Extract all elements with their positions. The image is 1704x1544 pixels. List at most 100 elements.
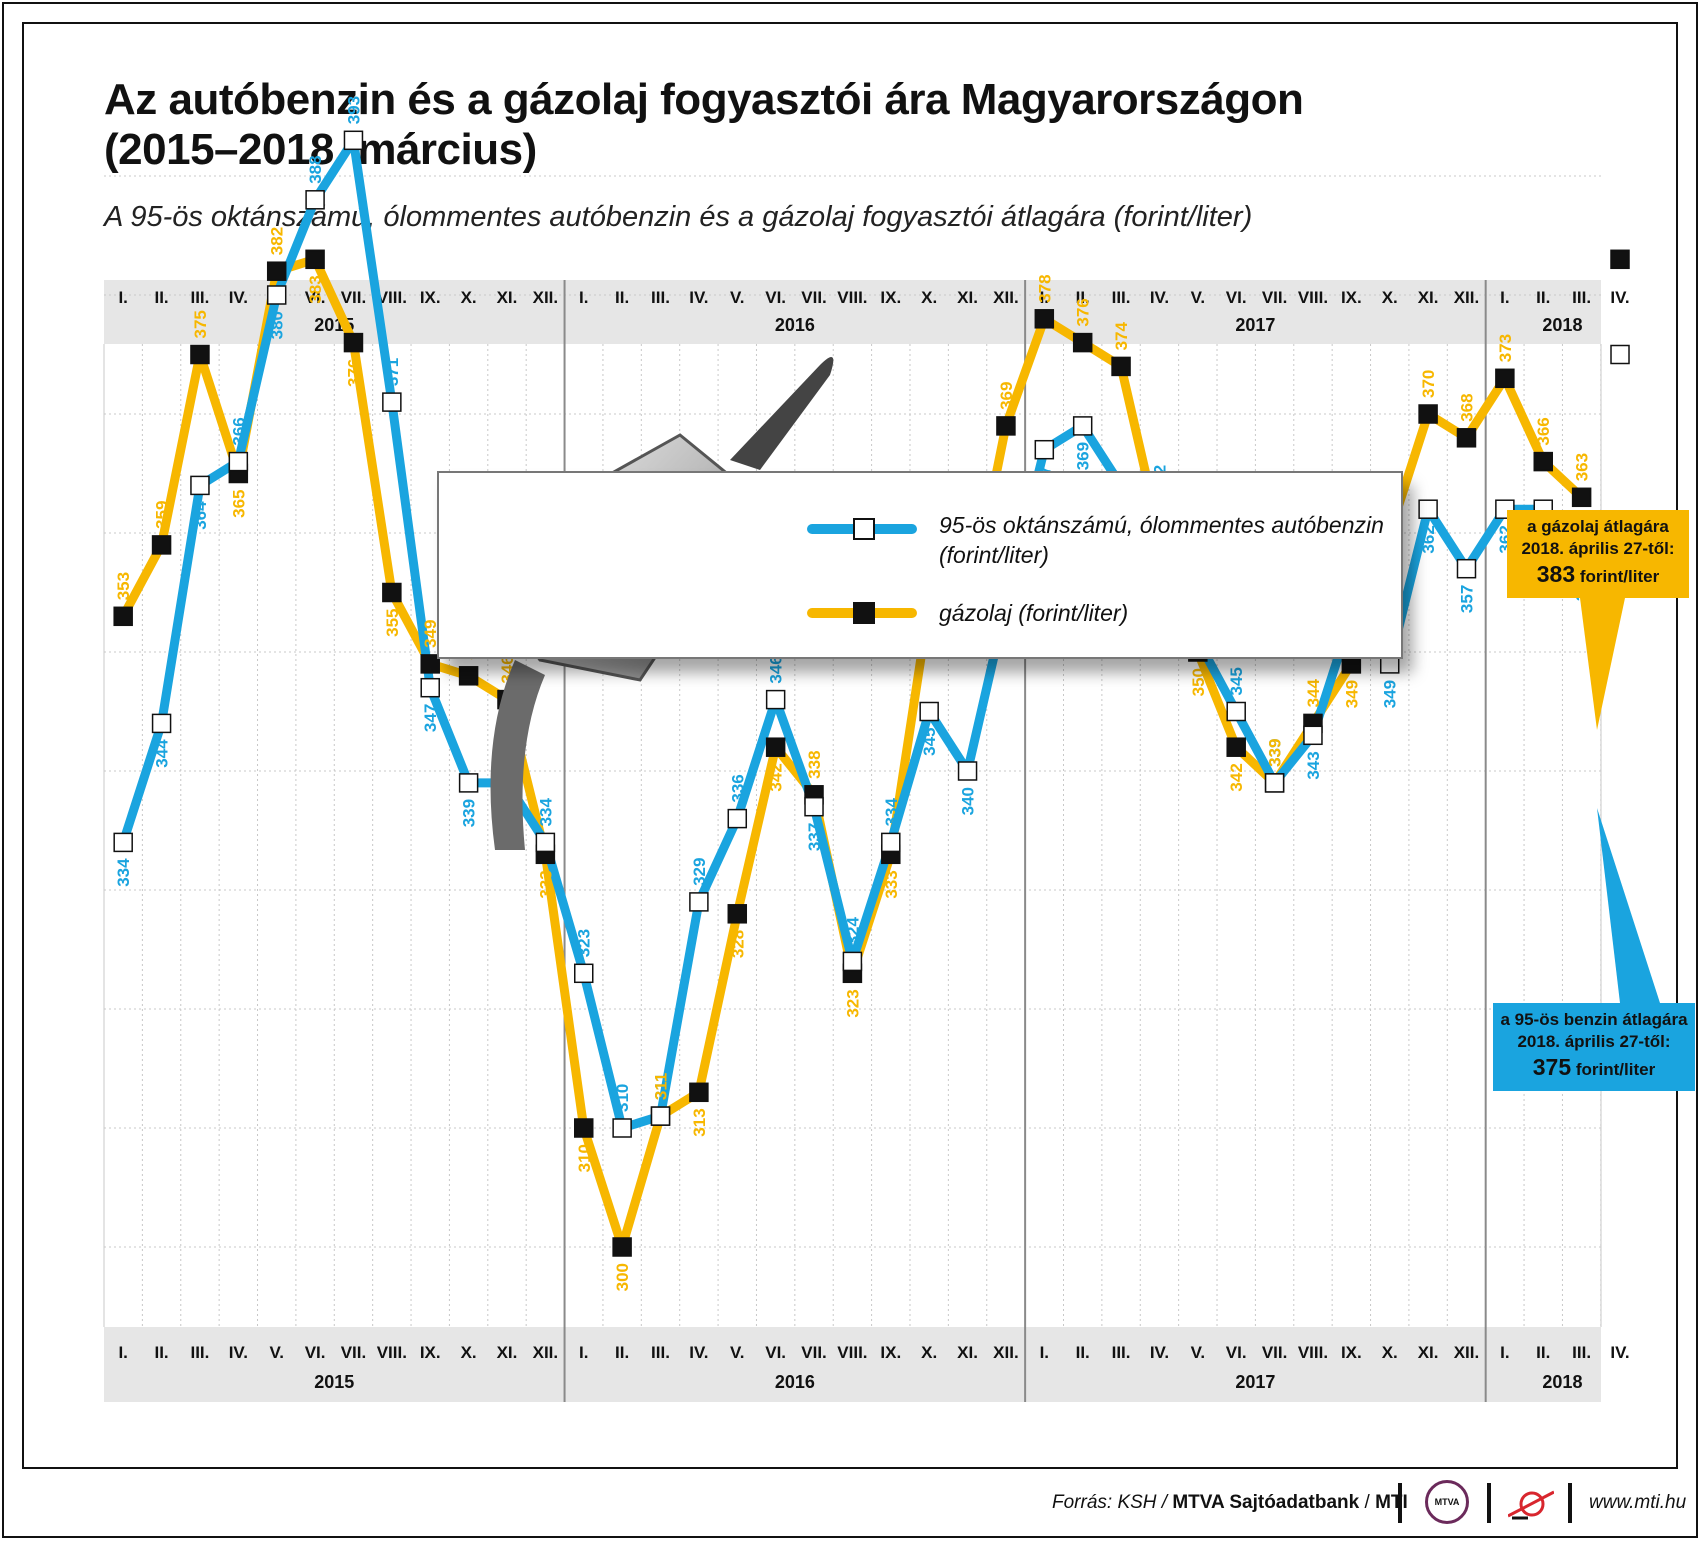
petrol-marker: [266, 285, 287, 305]
legend: 95-ös oktánszámú, ólommentes autóbenzin …: [437, 471, 1403, 659]
month-label-top: II.: [154, 288, 168, 307]
petrol-data-label: 339: [460, 799, 479, 827]
month-label-bottom: X.: [461, 1343, 477, 1362]
diesel-data-label: 378: [1035, 274, 1054, 302]
month-label-bottom: VII.: [801, 1343, 827, 1362]
petrol-data-label: 366: [229, 417, 248, 445]
petrol-data-label: 334: [114, 858, 133, 887]
footer-divider: [1568, 1483, 1572, 1523]
petrol-data-label: 362: [1419, 525, 1438, 553]
month-label-top: III.: [190, 288, 209, 307]
legend-petrol-name: 95-ös oktánszámú, ólommentes autóbenzin: [939, 512, 1384, 538]
petrol-data-label: 329: [690, 858, 709, 886]
month-label-top: X.: [1382, 288, 1398, 307]
petrol-data-label: 324: [843, 916, 862, 945]
petrol-data-label: 388: [306, 155, 325, 183]
petrol-data-label: 380: [268, 311, 287, 339]
petrol-callout-line2: 2018. április 27-től:: [1517, 1032, 1671, 1051]
year-label-bottom: 2016: [775, 1372, 815, 1392]
source-credit: Forrás: KSH / MTVA Sajtóadatbank / MTI: [1052, 1492, 1408, 1514]
diesel-marker: [765, 737, 786, 757]
mti-logo-icon: [1508, 1490, 1554, 1520]
month-label-bottom: IV.: [689, 1343, 708, 1362]
month-label-top: XII.: [1454, 288, 1480, 307]
petrol-data-label: 345: [1227, 667, 1246, 695]
petrol-marker: [382, 392, 402, 412]
month-label-bottom: VI.: [1226, 1343, 1247, 1362]
diesel-data-label: 363: [1573, 453, 1592, 481]
diesel-data-label: 350: [1189, 668, 1208, 696]
month-label-top: XI.: [497, 288, 518, 307]
chart-series: [113, 130, 1630, 1257]
diesel-data-label: 338: [805, 750, 824, 778]
source-separator: /: [1359, 1492, 1376, 1513]
petrol-callout-unit: forint/liter: [1575, 1060, 1656, 1079]
diesel-marker: [1034, 309, 1055, 329]
diesel-marker: [612, 1237, 632, 1257]
month-label-top: VII.: [341, 288, 367, 307]
diesel-callout-value-line: 383 forint/liter: [1507, 560, 1689, 591]
petrol-marker: [1226, 701, 1246, 722]
month-label-bottom: I.: [579, 1343, 588, 1362]
month-label-bottom: III.: [651, 1343, 670, 1362]
inner-frame: [22, 22, 1678, 1469]
month-label-bottom: VII.: [341, 1343, 367, 1362]
diesel-callout-line1: a gázolaj átlagára: [1527, 517, 1669, 536]
diesel-data-label: 311: [652, 1073, 671, 1100]
mtva-logo-icon: MTVA: [1425, 1480, 1469, 1524]
diesel-data-label: 300: [613, 1263, 632, 1291]
petrol-marker: [228, 451, 249, 472]
petrol-marker: [689, 892, 709, 912]
month-label-top: IV.: [229, 288, 248, 307]
month-label-top: V.: [1191, 288, 1206, 307]
petrol-data-label: 345: [920, 728, 939, 756]
chart-grid: [103, 175, 1602, 1402]
month-label-top: VI.: [1226, 288, 1247, 307]
diesel-data-label: 339: [1266, 739, 1285, 767]
petrol-data-label: 340: [959, 787, 978, 815]
month-label-bottom: III.: [190, 1343, 209, 1362]
diesel-marker-april: [1610, 249, 1630, 270]
petrol-data-label: 364: [191, 501, 210, 530]
diesel-data-label: 349: [421, 620, 440, 648]
petrol-marker-april: [1610, 344, 1630, 365]
diesel-data-label: 373: [1496, 334, 1515, 362]
footer-divider: [1398, 1483, 1402, 1523]
diesel-marker: [1111, 356, 1131, 377]
petrol-data-label: 344: [153, 739, 172, 768]
month-label-top: VI.: [305, 288, 326, 307]
diesel-marker: [574, 1118, 594, 1138]
month-label-bottom: VII.: [1262, 1343, 1288, 1362]
chart-title: Az autóbenzin és a gázolaj fogyasztói ár…: [104, 75, 1504, 175]
month-label-bottom: V.: [269, 1343, 284, 1362]
petrol-marker: [1456, 558, 1477, 579]
petrol-marker: [1418, 499, 1438, 519]
diesel-data-label: 310: [575, 1144, 594, 1172]
month-label-top: IV.: [689, 288, 708, 307]
month-label-bottom: I.: [118, 1343, 127, 1362]
diesel-callout-pointer: [1580, 598, 1625, 730]
diesel-data-label: 365: [229, 490, 248, 518]
petrol-marker: [765, 689, 786, 710]
month-label-top: I.: [579, 288, 588, 307]
month-label-bottom: VIII.: [837, 1343, 867, 1362]
diesel-marker: [151, 535, 172, 555]
petrol-data-label: 310: [613, 1084, 632, 1112]
diesel-marker: [1571, 487, 1592, 508]
diesel-callout-value: 383: [1536, 561, 1576, 587]
month-label-top: I.: [1500, 288, 1509, 307]
month-label-bottom: VI.: [765, 1343, 786, 1362]
month-label-top: XII.: [533, 288, 559, 307]
year-label-bottom: 2017: [1235, 1372, 1275, 1392]
month-label-bottom: V.: [1191, 1343, 1206, 1362]
petrol-marker: [420, 677, 440, 698]
month-label-top: VII.: [1262, 288, 1288, 307]
month-label-top: IX.: [880, 288, 901, 307]
year-label-bottom: 2018: [1542, 1372, 1582, 1392]
month-label-bottom: IX.: [420, 1343, 441, 1362]
petrol-data-label: 346: [767, 655, 786, 683]
diesel-marker: [113, 606, 133, 627]
month-label-bottom: X.: [1382, 1343, 1398, 1362]
